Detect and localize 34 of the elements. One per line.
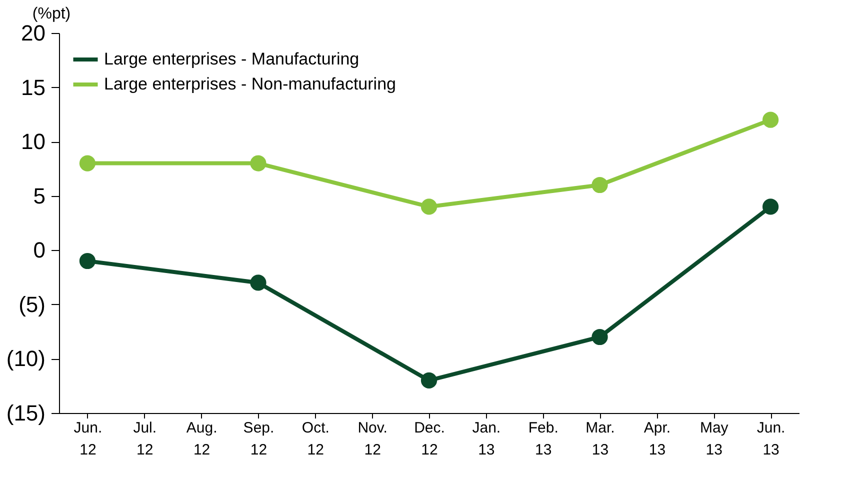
y-tick-label: (15) (6, 400, 46, 426)
point (79, 155, 96, 172)
legend-label: Large enterprises - Manufacturing (104, 50, 360, 68)
x-tick-label: Jul. 12 (133, 420, 157, 458)
x-tick-label: Sep. 12 (243, 420, 274, 458)
x-tick-label: Feb. 13 (528, 420, 558, 458)
x-tick-label: Mar. 13 (586, 420, 615, 458)
point (420, 198, 438, 215)
x-tick-label: Aug. 12 (186, 420, 218, 458)
x-tick-label: Jun. 12 (74, 420, 102, 458)
point (762, 198, 779, 215)
x-tick-label: Nov. 12 (358, 420, 388, 458)
y-tick-label: 15 (21, 74, 46, 100)
point (762, 112, 779, 128)
y-tick-label: 5 (33, 183, 46, 208)
x-tick-label: Jun. 13 (756, 420, 786, 458)
point (420, 372, 438, 388)
y-tick-label: 10 (21, 129, 46, 154)
point (79, 252, 96, 270)
y-tick-label: (10) (6, 346, 46, 372)
x-tick-label: Oct. 12 (302, 420, 330, 458)
x-tick-label: May 13 (700, 420, 729, 458)
x-tick-label: Dec. 12 (414, 420, 445, 458)
x-tick-label: Jan. 13 (472, 420, 501, 458)
point (250, 274, 266, 291)
point (592, 176, 608, 194)
point (592, 328, 608, 346)
y-tick-label: 0 (33, 238, 46, 263)
y-axis-title: (%pt) (32, 6, 71, 22)
y-tick-label: (5) (18, 292, 46, 317)
point (250, 155, 266, 172)
x-tick-label: Apr. 13 (644, 420, 671, 458)
y-tick-label: 20 (21, 20, 46, 46)
legend-label: Large enterprises - Non-manufacturing (104, 74, 396, 94)
